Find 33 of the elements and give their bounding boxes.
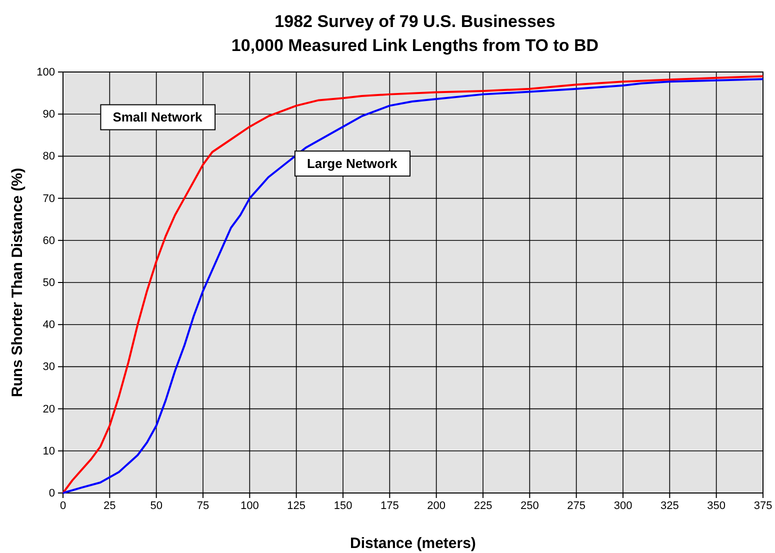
x-tick-label: 50	[150, 500, 162, 512]
chart-subtitle: 10,000 Measured Link Lengths from TO to BD	[231, 36, 599, 55]
x-tick-label: 300	[614, 500, 632, 512]
x-tick-label: 200	[427, 500, 446, 512]
series-label: Large Network	[306, 156, 398, 172]
y-tick-label: 50	[42, 277, 55, 290]
x-tick-label: 350	[707, 500, 726, 512]
text: Small Network	[112, 110, 204, 125]
y-tick-label: 70	[42, 192, 55, 205]
x-tick-label: 175	[380, 500, 399, 512]
x-tick-label: 75	[196, 500, 210, 512]
x-tick-label: 325	[660, 500, 679, 512]
y-tick-label: 60	[42, 234, 55, 247]
x-tick-label: 100	[240, 500, 259, 512]
y-tick-label: 90	[42, 108, 55, 121]
y-axis-title: Runs Shorter Than Distance (%)	[9, 168, 26, 398]
y-tick-label: 80	[42, 150, 55, 163]
y-tick-label: 40	[42, 319, 55, 332]
y-tick-label: 10	[42, 445, 55, 458]
y-tick-label: 20	[42, 403, 55, 416]
x-tick-label: 375	[754, 500, 772, 512]
x-tick-label: 25	[104, 500, 116, 512]
x-tick-label: 275	[567, 500, 586, 512]
x-tick-label: 250	[520, 500, 539, 512]
x-tick-label: 225	[474, 500, 492, 512]
x-tick-label: 150	[334, 500, 352, 512]
y-tick-label: 100	[36, 66, 55, 79]
x-axis-title: Distance (meters)	[350, 535, 476, 552]
chart-title: 1982 Survey of 79 U.S. Businesses	[274, 12, 556, 31]
y-tick-label: 30	[42, 361, 55, 374]
x-tick-label: 125	[287, 500, 306, 512]
y-tick-label: 0	[48, 488, 55, 500]
x-tick-label: 0	[60, 500, 66, 512]
